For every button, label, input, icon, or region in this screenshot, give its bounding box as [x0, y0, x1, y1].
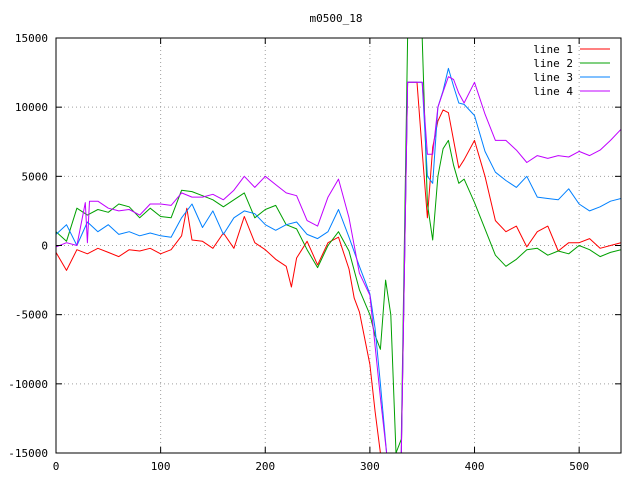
y-tick-label: 0 — [41, 240, 48, 253]
y-tick-label: 5000 — [22, 170, 49, 183]
axis-ticks: 0 100 200 300 400 500 -15000 -10000 -5000 0 5000 10… — [8, 32, 621, 473]
legend-label: line 3 — [533, 71, 573, 84]
x-tick-label: 0 — [53, 460, 60, 473]
x-tick-label: 200 — [255, 460, 275, 473]
x-tick-label: 100 — [151, 460, 171, 473]
y-tick-label: 15000 — [15, 32, 48, 45]
y-tick-label: -5000 — [15, 309, 48, 322]
series-line-3 — [56, 67, 621, 453]
chart-title: m0500_18 — [310, 12, 363, 25]
grid — [56, 38, 621, 453]
series-line-1 — [56, 81, 621, 453]
legend-label: line 1 — [533, 43, 573, 56]
x-tick-label: 300 — [360, 460, 380, 473]
series-lines — [56, 38, 621, 453]
y-tick-label: -15000 — [8, 447, 48, 460]
legend-label: line 2 — [533, 57, 573, 70]
y-tick-label: 10000 — [15, 101, 48, 114]
x-tick-label: 500 — [569, 460, 589, 473]
x-tick-label: 400 — [465, 460, 485, 473]
series-line-4 — [56, 76, 621, 453]
y-tick-label: -10000 — [8, 378, 48, 391]
series-line-2 — [56, 38, 621, 453]
legend-label: line 4 — [533, 85, 573, 98]
